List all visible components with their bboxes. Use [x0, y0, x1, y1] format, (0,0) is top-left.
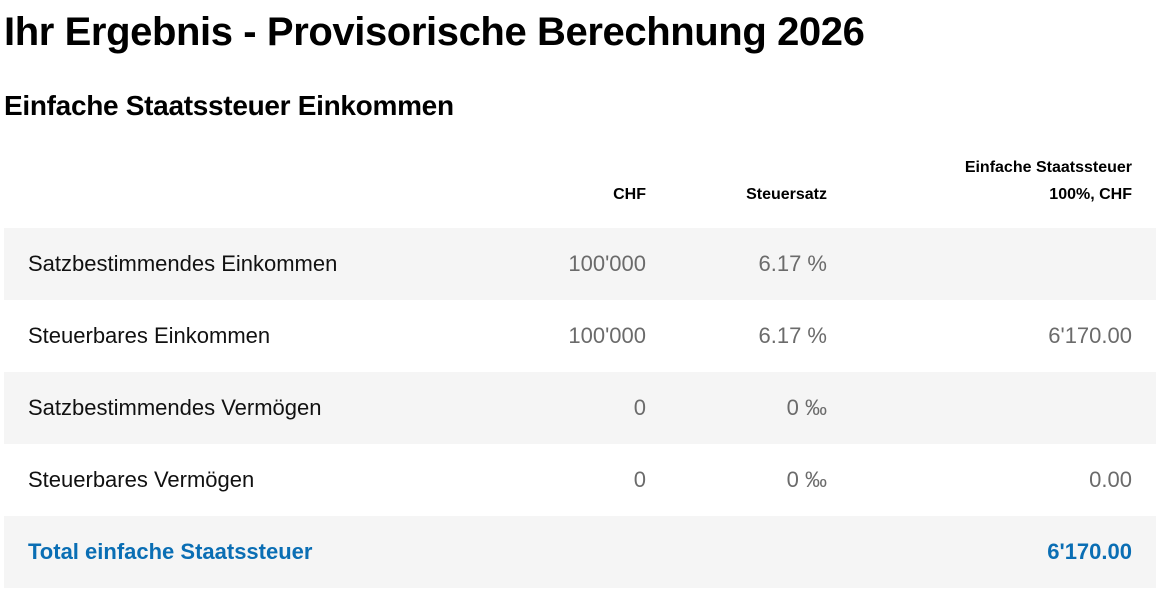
row-chf-value: 100'000: [568, 251, 646, 276]
row-tax-value: 0.00: [1089, 467, 1132, 492]
row-chf-value: 0: [633, 395, 646, 420]
table-row-satzbestimmendes-einkommen: Satzbestimmendes Einkommen 100'000 6.17 …: [4, 228, 1156, 300]
row-rate-value: 0 ‰: [786, 395, 827, 420]
row-rate-value: 6.17 %: [758, 323, 828, 348]
table-row-total: Total einfache Staatssteuer 6'170.00: [4, 516, 1156, 588]
row-rate-value: 0 ‰: [786, 467, 827, 492]
column-header-rate: Steuersatz: [746, 186, 827, 203]
row-rate-value: 6.17 %: [758, 251, 828, 276]
table-header: CHF Steuersatz Einfache Staatssteuer 100…: [4, 152, 1156, 228]
total-label: Total einfache Staatssteuer: [28, 539, 313, 564]
table-row-steuerbares-einkommen: Steuerbares Einkommen 100'000 6.17 % 6'1…: [4, 300, 1156, 372]
column-header-simple-tax-line2: 100%, CHF: [1049, 186, 1132, 203]
row-chf-value: 100'000: [568, 323, 646, 348]
row-chf-value: 0: [633, 467, 646, 492]
row-label: Satzbestimmendes Vermögen: [28, 395, 322, 420]
row-label: Steuerbares Vermögen: [28, 467, 255, 492]
column-header-chf: CHF: [613, 186, 646, 203]
column-header-simple-tax: Einfache Staatssteuer 100%, CHF: [965, 154, 1132, 208]
tax-result-table: CHF Steuersatz Einfache Staatssteuer 100…: [4, 152, 1156, 588]
row-label: Satzbestimmendes Einkommen: [28, 251, 338, 276]
table-row-steuerbares-vermoegen: Steuerbares Vermögen 0 0 ‰ 0.00: [4, 444, 1156, 516]
section-title: Einfache Staatssteuer Einkommen: [4, 90, 454, 121]
row-label: Steuerbares Einkommen: [28, 323, 271, 348]
total-value: 6'170.00: [1047, 539, 1132, 564]
table-row-satzbestimmendes-vermoegen: Satzbestimmendes Vermögen 0 0 ‰: [4, 372, 1156, 444]
column-header-simple-tax-line1: Einfache Staatssteuer: [964, 159, 1132, 176]
row-tax-value: 6'170.00: [1048, 323, 1132, 348]
page-title: Ihr Ergebnis - Provisorische Berechnung …: [4, 10, 865, 54]
